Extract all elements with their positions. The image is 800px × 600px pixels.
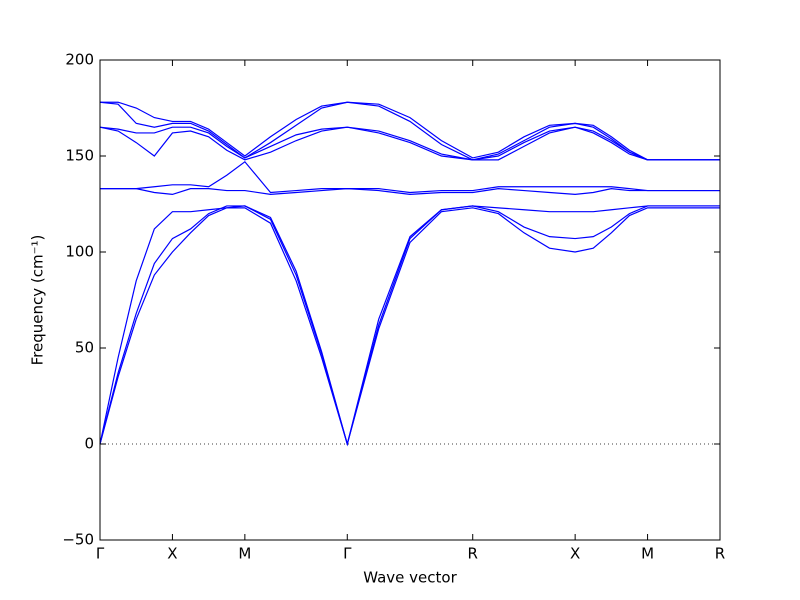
band-line bbox=[99, 101, 720, 161]
x-tick-label: R bbox=[468, 545, 478, 563]
x-tick-label: Γ bbox=[343, 545, 352, 563]
x-axis-label: Wave vector bbox=[363, 569, 457, 587]
y-tick-label: 150 bbox=[65, 147, 94, 165]
band-line bbox=[99, 205, 720, 447]
y-tick-label: 50 bbox=[75, 339, 94, 357]
band-line bbox=[100, 101, 720, 161]
x-tick-label: M bbox=[238, 545, 251, 563]
y-tick-label: 200 bbox=[65, 51, 94, 69]
x-tick-label: X bbox=[167, 545, 177, 563]
x-tick-label: Γ bbox=[96, 545, 105, 563]
y-axis-label: Frequency (cm⁻¹) bbox=[29, 235, 47, 366]
band-line bbox=[99, 207, 720, 447]
y-tick-label: 100 bbox=[65, 243, 94, 261]
x-tick-label: R bbox=[715, 545, 725, 563]
band-line bbox=[100, 160, 720, 194]
band-line bbox=[99, 126, 720, 161]
plot-frame bbox=[99, 59, 721, 541]
x-tick-label: M bbox=[641, 545, 654, 563]
x-tick-label: X bbox=[570, 545, 580, 563]
band-line bbox=[99, 205, 720, 447]
band-line bbox=[100, 188, 720, 196]
y-tick-label: −50 bbox=[62, 531, 94, 549]
y-tick-label: 0 bbox=[84, 435, 94, 453]
